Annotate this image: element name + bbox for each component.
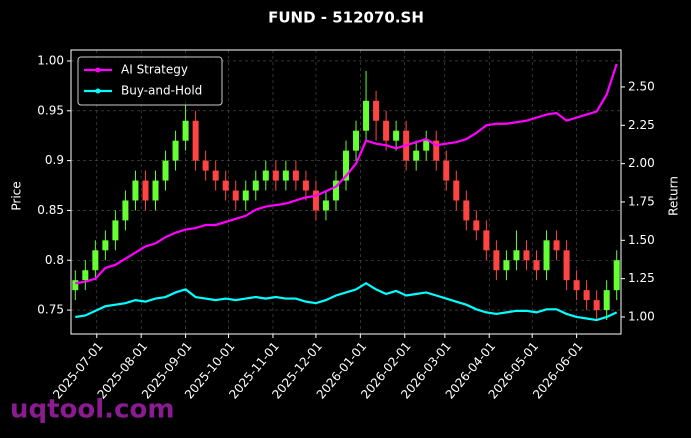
candle-body	[393, 130, 400, 141]
candle-body	[363, 100, 370, 131]
y2-tick-label: 2.50	[628, 79, 655, 93]
y-tick-label: 0.8	[45, 253, 64, 267]
y-tick-label: 1.00	[37, 53, 64, 67]
candle-body	[493, 250, 500, 271]
y-tick-label: 0.85	[37, 203, 64, 217]
candle-body	[262, 170, 269, 181]
candle-body	[332, 180, 339, 201]
candle-body	[162, 160, 169, 181]
candle-body	[563, 250, 570, 281]
candle-body	[603, 290, 610, 311]
candle-body	[523, 250, 530, 261]
candle-body	[353, 130, 360, 151]
candle-body	[423, 140, 430, 151]
candle-body	[102, 240, 109, 251]
candle-body	[222, 180, 229, 191]
candle-body	[192, 120, 199, 161]
candle-body	[513, 250, 520, 261]
watermark: uqtool.com	[10, 395, 174, 425]
candle-body	[483, 230, 490, 251]
candle-body	[593, 300, 600, 311]
candle-body	[302, 180, 309, 191]
candle-body	[292, 170, 299, 181]
candle-body	[252, 180, 259, 191]
candle-body	[503, 260, 510, 271]
candle-body	[553, 240, 560, 251]
candle-body	[242, 190, 249, 201]
y2-tick-label: 1.25	[628, 271, 655, 285]
y2-tick-label: 1.50	[628, 233, 655, 247]
legend-box	[77, 56, 223, 106]
candle-body	[533, 260, 540, 271]
candle-body	[112, 220, 119, 241]
legend-label: AI Strategy	[121, 63, 188, 77]
candle-body	[383, 120, 390, 141]
candle-body	[212, 170, 219, 181]
candle-body	[92, 250, 99, 271]
chart-title: FUND - 512070.SH	[268, 9, 424, 27]
candle-body	[132, 180, 139, 201]
y2-axis-label: Return	[667, 176, 681, 216]
candle-body	[413, 150, 420, 161]
y2-tick-label: 1.75	[628, 194, 655, 208]
candle-body	[373, 100, 380, 121]
candle-body	[613, 260, 620, 291]
candle-body	[202, 160, 209, 171]
candle-body	[312, 190, 319, 211]
candle-body	[543, 240, 550, 271]
candle-body	[433, 140, 440, 161]
candle-body	[453, 180, 460, 201]
candle-body	[322, 200, 329, 211]
candle-body	[122, 200, 129, 221]
candle-body	[142, 180, 149, 201]
y-axis-label: Price	[10, 181, 24, 210]
candle-body	[232, 190, 239, 201]
plot-frame	[70, 49, 622, 335]
y-tick-label: 0.9	[45, 153, 64, 167]
series-line	[75, 281, 618, 322]
candle-body	[463, 200, 470, 221]
candle-body	[343, 150, 349, 181]
candle-body	[272, 170, 279, 181]
candle-body	[182, 120, 189, 141]
y-tick-label: 0.75	[37, 303, 64, 317]
legend-marker	[95, 88, 101, 94]
y2-tick-label: 1.00	[628, 309, 655, 323]
candle-body	[473, 220, 480, 231]
legend-label: Buy-and-Hold	[121, 84, 202, 98]
candle-body	[172, 140, 179, 161]
y2-tick-label: 2.25	[628, 118, 655, 132]
y-tick-label: 0.95	[37, 103, 64, 117]
candle-body	[573, 280, 580, 291]
series-line	[75, 63, 618, 285]
y2-tick-label: 2.00	[628, 156, 655, 170]
legend-marker	[95, 67, 101, 73]
candle-body	[443, 160, 450, 181]
candle-body	[72, 280, 79, 291]
candle-body	[152, 180, 159, 201]
legend: AI Strategy Buy-and-Hold	[77, 56, 223, 106]
candle-body	[282, 170, 289, 181]
candle-body	[583, 290, 590, 301]
candle-body	[82, 270, 89, 281]
